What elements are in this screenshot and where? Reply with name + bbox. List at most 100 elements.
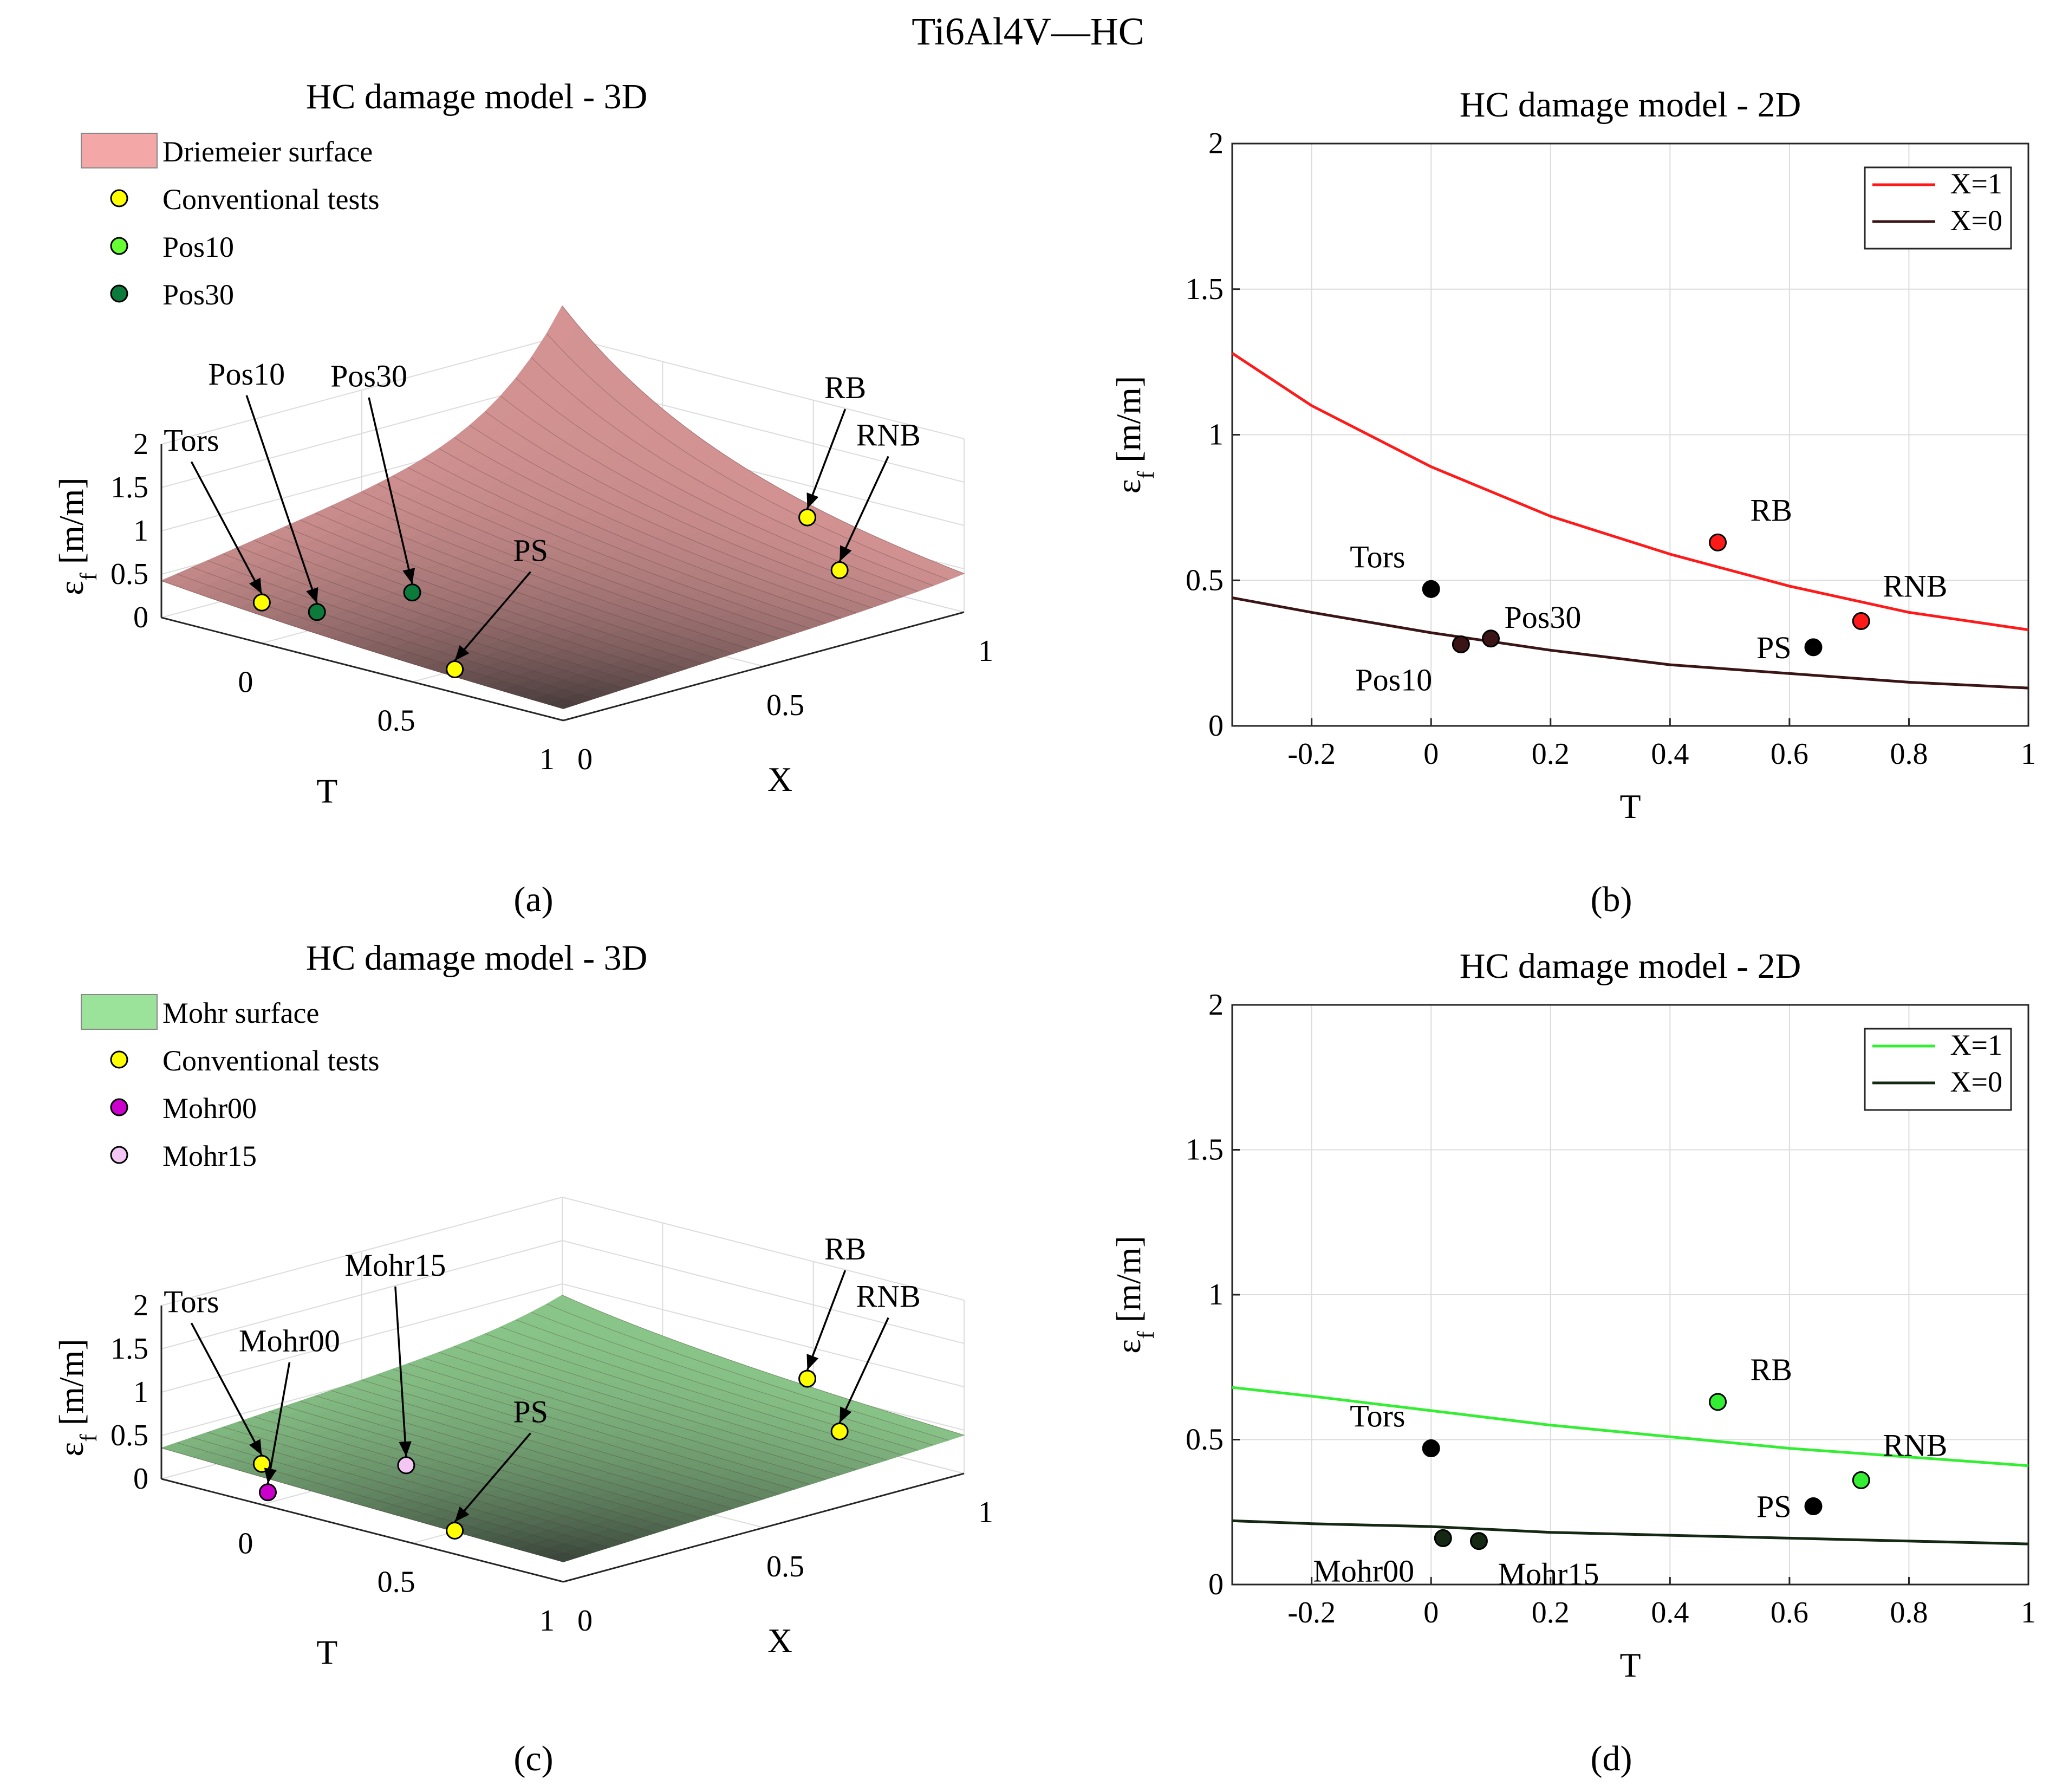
surface-mesh-line	[253, 540, 656, 679]
surface-mesh-line	[284, 526, 687, 670]
data-point-PS	[446, 660, 464, 678]
x-tick-label: 0.8	[1890, 1596, 1928, 1629]
surface-mesh-line	[346, 1385, 749, 1504]
t-axis-label: T	[316, 1633, 337, 1672]
surface-mesh-line	[423, 1358, 825, 1480]
caption-b: (b)	[1591, 880, 1632, 919]
series-line-X=1	[1231, 352, 2029, 632]
x-axis-label: X	[767, 760, 792, 798]
point-label-Pos10: Pos10	[1355, 663, 1432, 698]
point-label-Mohr15: Mohr15	[344, 1248, 446, 1283]
data-point-Pos10	[308, 603, 326, 621]
point-label-Pos10: Pos10	[208, 356, 285, 392]
surface-mesh-line	[546, 333, 949, 580]
surface-mesh-line	[562, 1295, 965, 1436]
arrow-head-RNB	[840, 1406, 852, 1423]
y-tick-label: 1.5	[1186, 272, 1224, 306]
point-label-Tors: Tors	[1350, 1399, 1405, 1434]
data-point-Pos10	[1452, 635, 1470, 653]
surface-mesh-line	[562, 306, 965, 574]
x-tick-label: 1	[2021, 1596, 2036, 1629]
caption-a: (a)	[513, 880, 553, 919]
t-tick-label: 0.5	[378, 704, 415, 738]
x-tick-label: 0.6	[1771, 1596, 1808, 1629]
axes-box	[1231, 142, 2029, 727]
z-axis-label: εf [m/m]	[52, 477, 102, 595]
arrow-line-RB	[806, 408, 847, 509]
data-point-Tors	[252, 593, 271, 612]
point-label-RNB: RNB	[1883, 569, 1947, 604]
data-point-RNB	[830, 1422, 849, 1440]
arrow-line-Mohr00	[266, 1362, 291, 1484]
arrow-head-Pos30	[402, 568, 415, 584]
arrow-head-RNB	[840, 545, 852, 562]
y-axis-label: εf [m/m]	[1109, 376, 1159, 494]
x-tick-label: -0.2	[1287, 737, 1336, 771]
surface-mesh-line	[485, 1333, 887, 1460]
x-tick-label: 0.2	[1532, 1596, 1570, 1629]
point-label-PS: PS	[513, 1394, 548, 1429]
arrow-line-Pos30	[368, 397, 413, 585]
point-label-PS: PS	[513, 533, 548, 568]
surface-mesh-line	[238, 547, 641, 684]
chart-title: HC damage model - 3D	[306, 77, 648, 116]
data-point-PS	[1804, 1497, 1823, 1516]
x-tick-label: 0	[577, 1604, 593, 1638]
data-point-RB	[798, 1369, 817, 1388]
data-point-Mohr15	[1469, 1532, 1488, 1550]
caption-a-text: (a)	[513, 880, 553, 919]
series-line-X=1	[1232, 1386, 2029, 1468]
data-point-PS	[446, 1521, 464, 1540]
point-label-RB: RB	[824, 370, 866, 405]
y-axis-label: εf [m/m]	[1109, 1236, 1159, 1354]
point-label-RB: RB	[1751, 1352, 1792, 1387]
point-label-RNB: RNB	[856, 1278, 921, 1314]
legend-marker-Pos10	[110, 237, 128, 255]
legend-swatch-Mohr surface	[81, 994, 158, 1030]
panel-d-2d-chart: -0.2 0 0.2 0.4 0.6 0.8 1 0 0.5 1 1.5 2 Tors Mohr00 Moh…	[1109, 946, 2036, 1684]
surface-mesh-line	[315, 512, 718, 659]
x-axis-label: X	[767, 1621, 792, 1660]
data-point-Pos30	[1482, 629, 1500, 648]
y-tick-label: 1.5	[1186, 1133, 1224, 1167]
data-point-RNB	[1852, 612, 1870, 630]
surface-patch	[546, 1552, 580, 1562]
legend-label-X=1: X=1	[1950, 167, 2002, 200]
z-axis-label: εf [m/m]	[52, 1339, 102, 1457]
surface-mesh-line	[361, 491, 764, 644]
t-tick-label: 0.5	[378, 1566, 415, 1599]
legend-label-Pos30: Pos30	[162, 278, 234, 311]
point-label-Tors: Tors	[164, 1284, 219, 1319]
legend-marker-Conventional tests	[110, 189, 128, 207]
y-tick-label: 2	[1208, 127, 1224, 160]
z-tick-label: 0	[133, 601, 148, 634]
z-tick-label: 2	[133, 1289, 148, 1322]
z-tick-label: 1	[133, 1375, 148, 1409]
t-tick-label: 0	[238, 665, 253, 699]
arrow-line-RNB	[838, 456, 889, 562]
surface-mesh-line	[377, 1374, 779, 1495]
y-tick-label: 0.5	[1186, 563, 1224, 597]
arrow-line-RNB	[838, 1317, 889, 1424]
data-point-RB	[1709, 533, 1727, 551]
t-tick-label: 1	[539, 1604, 555, 1638]
surface-mesh-line	[223, 1426, 625, 1543]
point-label-RNB: RNB	[1883, 1427, 1947, 1463]
surface-mesh-line	[423, 458, 825, 624]
point-label-Pos30: Pos30	[1505, 600, 1582, 635]
point-label-Mohr00: Mohr00	[1313, 1553, 1414, 1588]
caption-c: (c)	[513, 1739, 553, 1778]
z-tick-label: 1.5	[110, 1332, 148, 1366]
legend-label-Pos10: Pos10	[162, 231, 234, 263]
surface-mesh-line	[207, 560, 610, 694]
x-tick-label: 1	[978, 1496, 993, 1529]
y-tick-label: 1	[1208, 1278, 1224, 1311]
chart-title: HC damage model - 2D	[1460, 946, 1801, 986]
chart-title: HC damage model - 3D	[306, 938, 648, 978]
arrow-head-PS	[454, 1506, 470, 1522]
x-axis-label: T	[1619, 1646, 1641, 1684]
point-label-RB: RB	[1751, 492, 1792, 528]
point-label-RB: RB	[824, 1231, 866, 1267]
surface-mesh-line	[531, 1311, 934, 1446]
